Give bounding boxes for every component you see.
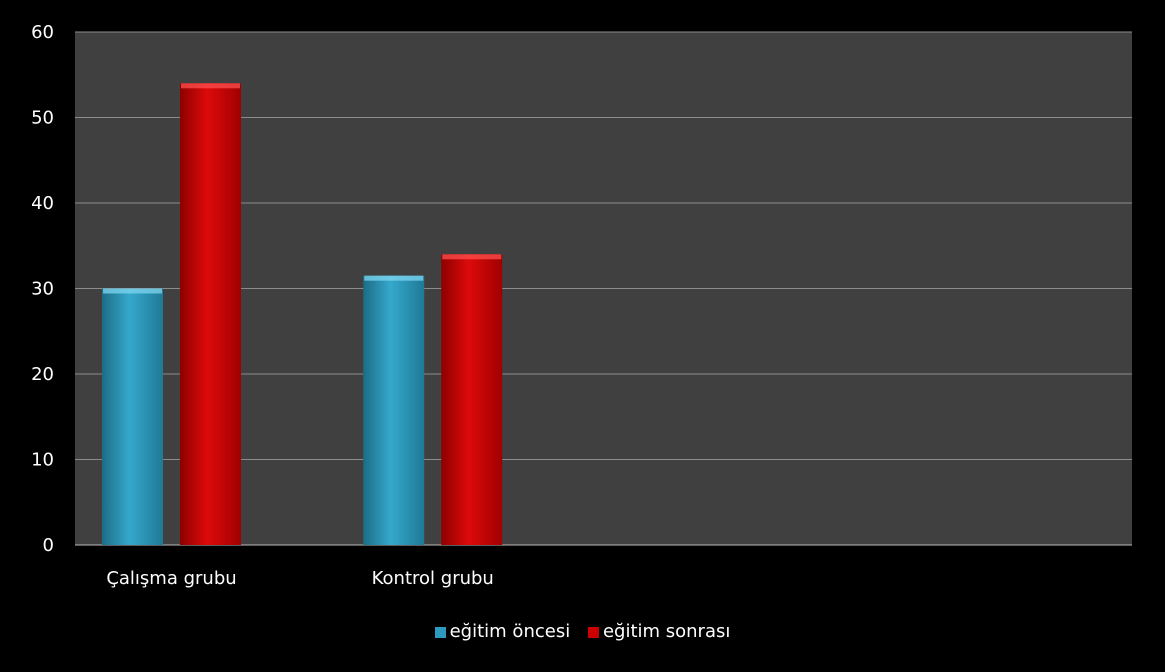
legend-item-before: eğitim öncesi bbox=[434, 620, 571, 642]
y-tick-label-60: 60 bbox=[31, 22, 54, 43]
y-tick-label-20: 20 bbox=[31, 364, 54, 385]
legend: eğitim öncesi eğitim sonrası bbox=[0, 620, 1165, 642]
y-axis-tick-labels: 0 10 20 30 40 50 60 bbox=[31, 22, 54, 556]
bar-cap-before-1 bbox=[103, 288, 162, 294]
legend-item-after: eğitim sonrası bbox=[587, 620, 731, 642]
x-axis-tick-labels: Çalışma grubu Kontrol grubu bbox=[106, 568, 494, 589]
y-tick-label-30: 30 bbox=[31, 279, 54, 300]
bar-after-2 bbox=[441, 254, 503, 546]
x-tick-label-2: Kontrol grubu bbox=[372, 568, 494, 589]
y-tick-label-50: 50 bbox=[31, 108, 54, 129]
bar-before-1 bbox=[102, 288, 163, 545]
legend-swatch-after bbox=[587, 626, 599, 638]
bar-cap-after-1 bbox=[181, 83, 240, 89]
bar-before-2 bbox=[363, 275, 425, 545]
bar-cap-after-2 bbox=[442, 254, 502, 260]
y-tick-label-40: 40 bbox=[31, 193, 54, 214]
bars bbox=[102, 83, 503, 546]
x-tick-label-1: Çalışma grubu bbox=[106, 568, 236, 589]
legend-label-after: eğitim sonrası bbox=[602, 620, 731, 642]
y-tick-label-10: 10 bbox=[31, 450, 54, 471]
legend-label-before: eğitim öncesi bbox=[449, 620, 571, 642]
gridlines bbox=[75, 31, 1132, 546]
bar-after-1 bbox=[180, 83, 241, 546]
bar-cap-before-2 bbox=[364, 275, 424, 281]
y-tick-label-0: 0 bbox=[43, 535, 54, 556]
legend-swatch-before bbox=[434, 626, 446, 638]
